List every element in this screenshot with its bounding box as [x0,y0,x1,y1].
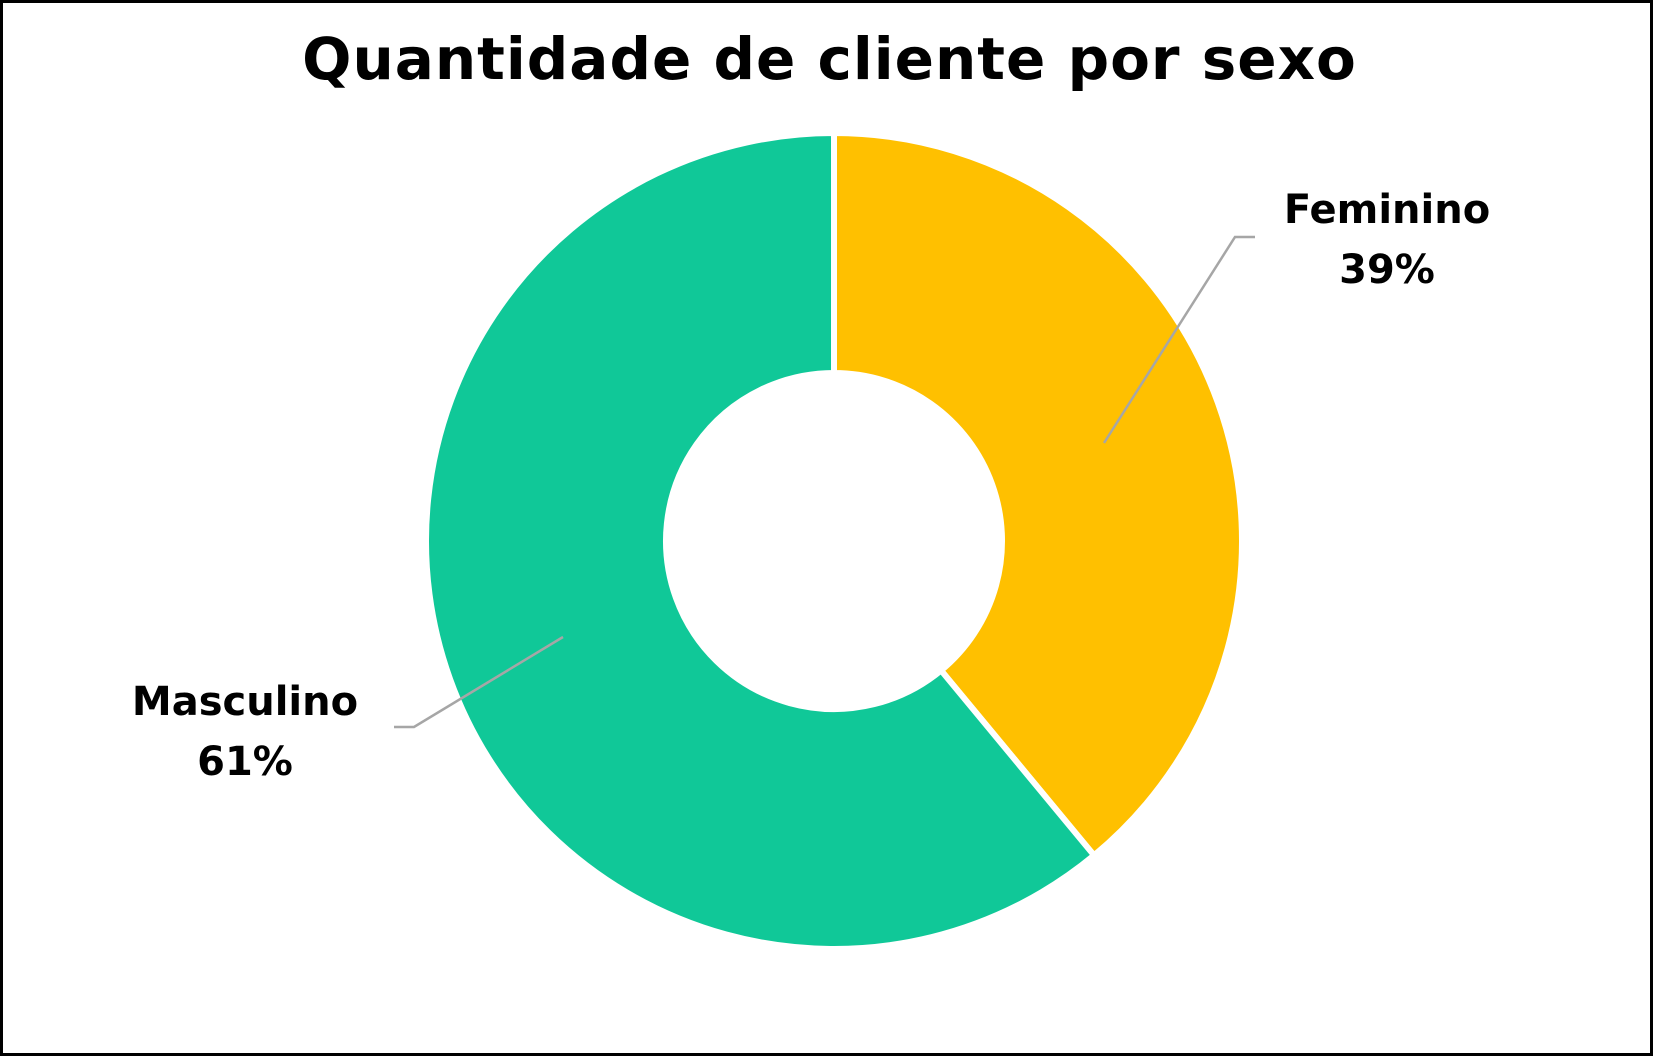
data-label-masculino-name: Masculino [132,679,358,725]
donut-chart: Feminino 39% Masculino 61% [132,129,1490,952]
data-label-feminino-value: 39% [1339,247,1435,293]
slice-masculino [423,129,1099,952]
donut-slices [423,129,1245,952]
leader-lines [394,235,1255,729]
leader-line-masculino [394,635,564,729]
data-label-masculino-value: 61% [197,739,293,785]
leader-line-feminino [1102,235,1255,444]
slice-feminino [831,129,1245,860]
chart-title: Quantidade de cliente por sexo [302,25,1357,93]
data-label-feminino-name: Feminino [1284,187,1490,233]
